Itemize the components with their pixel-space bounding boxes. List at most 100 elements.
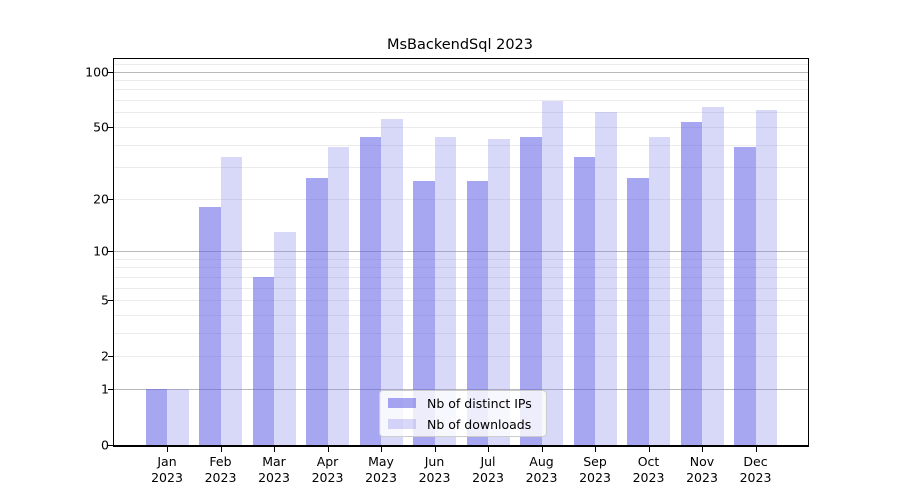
x-tick-mark [381, 447, 383, 452]
legend-swatch-distinct-ips [388, 398, 416, 408]
x-tick-year: 2023 [418, 470, 451, 485]
x-tick-year: 2023 [311, 470, 344, 485]
gridline-minor [114, 100, 808, 102]
x-tick-year: 2023 [579, 470, 611, 485]
y-tick-mark [108, 356, 113, 358]
legend: Nb of distinct IPs Nb of downloads [379, 390, 547, 437]
x-tick-mark [595, 447, 597, 452]
bar-downloads [327, 146, 349, 445]
x-tick-mark [755, 447, 757, 452]
gridline-minor [114, 332, 808, 334]
x-tick-month: Feb [209, 454, 232, 469]
x-tick-year: 2023 [151, 470, 183, 485]
y-tick-label: 0 [101, 437, 109, 453]
x-tick-month: Dec [743, 454, 768, 469]
x-tick-year: 2023 [632, 470, 665, 485]
x-tick-label: Dec 2023 [740, 454, 772, 486]
gridline-major [114, 251, 808, 252]
bar-distinct-ips [680, 122, 702, 445]
gridline-minor [114, 267, 808, 269]
gridline-minor [114, 287, 808, 289]
gridline-minor [114, 80, 808, 81]
gridline-minor [114, 112, 808, 114]
bar-distinct-ips [306, 178, 328, 445]
x-tick-label: Jun 2023 [419, 454, 451, 486]
x-tick-label: May 2023 [365, 454, 397, 486]
x-tick-label: Apr 2023 [312, 454, 344, 486]
x-tick-label: Feb 2023 [205, 454, 237, 486]
y-tick-mark [108, 300, 113, 302]
bar-downloads [488, 138, 510, 445]
gridline-major [114, 388, 808, 390]
bar-distinct-ips [466, 181, 488, 445]
bar-downloads [434, 137, 456, 445]
x-tick-mark [167, 447, 169, 452]
bar-downloads [541, 101, 563, 445]
x-tick-year: 2023 [365, 470, 397, 485]
gridline-minor [114, 314, 808, 316]
x-tick-year: 2023 [686, 470, 718, 485]
y-tick-label: 1 [101, 381, 109, 397]
y-tick-mark [108, 198, 113, 200]
x-tick-label: Oct 2023 [633, 454, 665, 486]
legend-item-downloads: Nb of downloads [388, 415, 546, 434]
legend-label-distinct-ips: Nb of distinct IPs [427, 395, 532, 411]
y-tick-label: 2 [101, 348, 109, 364]
bar-downloads [755, 109, 777, 445]
bar-downloads [167, 388, 189, 445]
gridline-minor [114, 300, 808, 301]
bar-downloads [702, 107, 724, 445]
x-tick-month: Oct [637, 454, 660, 469]
x-tick-month: Sep [583, 454, 607, 469]
x-tick-mark [220, 447, 222, 452]
bar-downloads [595, 112, 617, 445]
y-tick-mark [108, 71, 113, 73]
bar-downloads [381, 119, 403, 445]
x-tick-label: Jul 2023 [472, 454, 504, 486]
x-tick-month: Apr [316, 454, 339, 469]
x-tick-month: Jul [480, 454, 496, 469]
bar-distinct-ips [573, 157, 595, 445]
x-tick-month: May [368, 454, 394, 469]
x-tick-year: 2023 [739, 470, 772, 485]
y-tick-label: 10 [93, 243, 109, 259]
y-tick-label: 50 [93, 119, 109, 135]
x-tick-month: Mar [262, 454, 286, 469]
x-tick-year: 2023 [472, 470, 504, 485]
x-tick-month: Nov [689, 454, 715, 469]
x-tick-label: Mar 2023 [258, 454, 290, 486]
bar-downloads [220, 157, 242, 445]
x-tick-year: 2023 [258, 470, 290, 485]
gridline-minor [114, 63, 808, 65]
x-tick-month: Jan [157, 454, 177, 469]
gridline-minor [114, 144, 808, 146]
bar-distinct-ips [734, 146, 756, 445]
x-tick-month: Jun [424, 454, 445, 469]
x-tick-mark [274, 447, 276, 452]
x-tick-mark [648, 447, 650, 452]
gridline-minor [114, 276, 808, 278]
gridline-major [114, 71, 808, 73]
bar-distinct-ips [145, 388, 167, 445]
x-tick-label: Nov 2023 [686, 454, 718, 486]
x-tick-mark [702, 447, 704, 452]
y-tick-mark [108, 445, 113, 447]
plot-area: 0 1 2 5 10 20 50 100 Jan 2023 Feb 2023 Mar 2023 Apr 20… [85, 58, 809, 485]
chart-title: MsBackendSql 2023 [386, 37, 534, 53]
y-tick-mark [108, 126, 113, 129]
bar-distinct-ips [413, 181, 435, 445]
y-tick-label: 20 [93, 191, 109, 207]
legend-label-downloads: Nb of downloads [427, 416, 532, 432]
legend-item-distinct-ips: Nb of distinct IPs [388, 394, 546, 413]
x-tick-year: 2023 [525, 470, 558, 485]
x-tick-mark [327, 447, 329, 452]
x-tick-mark [541, 447, 543, 452]
x-tick-year: 2023 [204, 470, 237, 485]
y-tick-mark [108, 388, 113, 391]
bar-distinct-ips [199, 206, 221, 445]
bar-distinct-ips [627, 178, 649, 445]
gridline-minor [114, 258, 808, 260]
gridline-minor [114, 126, 808, 128]
y-tick-mark [108, 251, 113, 253]
